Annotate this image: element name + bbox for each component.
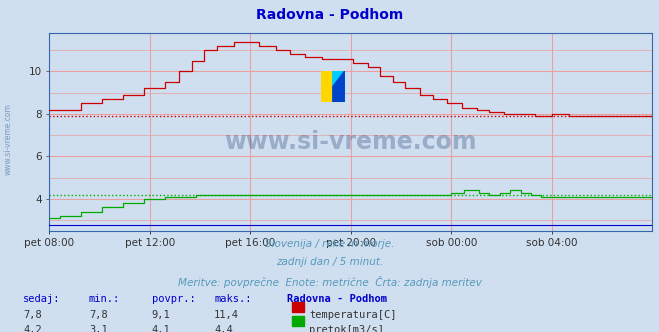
Text: 7,8: 7,8 — [89, 310, 107, 320]
Text: 4,4: 4,4 — [214, 325, 233, 332]
Text: 4,2: 4,2 — [23, 325, 42, 332]
Text: 11,4: 11,4 — [214, 310, 239, 320]
Text: 4,1: 4,1 — [152, 325, 170, 332]
Polygon shape — [321, 71, 333, 102]
Text: temperatura[C]: temperatura[C] — [309, 310, 397, 320]
Text: Meritve: povprečne  Enote: metrične  Črta: zadnja meritev: Meritve: povprečne Enote: metrične Črta:… — [177, 276, 482, 288]
Text: 3,1: 3,1 — [89, 325, 107, 332]
Text: maks.:: maks.: — [214, 294, 252, 304]
Text: Radovna - Podhom: Radovna - Podhom — [287, 294, 387, 304]
Text: Slovenija / reke in morje.: Slovenija / reke in morje. — [265, 239, 394, 249]
Polygon shape — [333, 71, 345, 87]
Text: povpr.:: povpr.: — [152, 294, 195, 304]
Text: min.:: min.: — [89, 294, 120, 304]
Text: www.si-vreme.com: www.si-vreme.com — [3, 104, 13, 175]
Text: 7,8: 7,8 — [23, 310, 42, 320]
Text: Radovna - Podhom: Radovna - Podhom — [256, 8, 403, 22]
Polygon shape — [333, 71, 345, 102]
Text: zadnji dan / 5 minut.: zadnji dan / 5 minut. — [276, 257, 383, 267]
Text: pretok[m3/s]: pretok[m3/s] — [309, 325, 384, 332]
Text: www.si-vreme.com: www.si-vreme.com — [225, 130, 477, 154]
Text: 9,1: 9,1 — [152, 310, 170, 320]
Text: sedaj:: sedaj: — [23, 294, 61, 304]
